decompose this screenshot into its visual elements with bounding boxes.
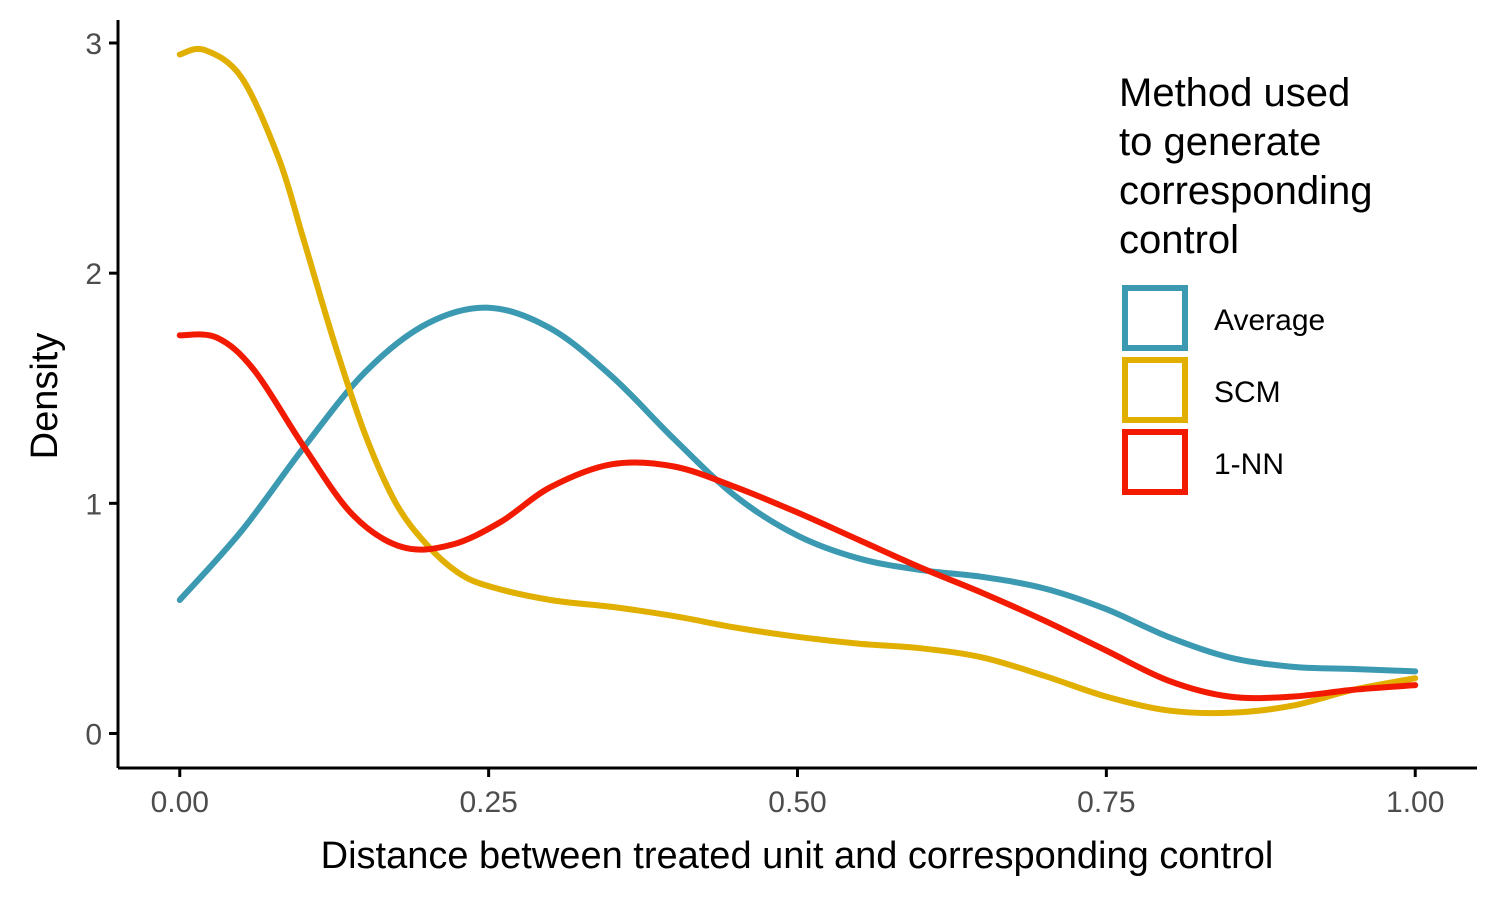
legend-key-average: [1122, 285, 1188, 351]
ticks-layer: 0.00 0.25 0.50 0.75 1.00 0 1 2 3: [85, 28, 1444, 819]
series-line-average: [176, 304, 1419, 675]
x-tick-label: 0.50: [768, 786, 826, 819]
legend-key-scm: [1122, 357, 1188, 423]
series-layer: [176, 45, 1419, 717]
series-line-1-nn: [176, 331, 1419, 702]
series-line-scm: [176, 45, 1419, 717]
x-tick-label: 0.75: [1077, 786, 1135, 819]
legend-entries: Average SCM 1-NN: [1122, 285, 1325, 495]
legend-key-1-nn: [1122, 429, 1188, 495]
legend-label-average: Average: [1214, 304, 1325, 337]
x-axis-title: Distance between treated unit and corres…: [321, 835, 1274, 877]
legend-entry-1-nn: 1-NN: [1122, 429, 1284, 495]
y-tick-label: 2: [85, 258, 102, 291]
y-tick-label: 3: [85, 28, 102, 61]
y-tick-label: 1: [85, 488, 102, 521]
legend-label-scm: SCM: [1214, 376, 1281, 409]
legend-entry-average: Average: [1122, 285, 1325, 351]
legend-label-1-nn: 1-NN: [1214, 448, 1284, 481]
legend-title-line-2: to generate: [1119, 120, 1321, 164]
x-tick-label: 1.00: [1386, 786, 1444, 819]
x-tick-label: 0.25: [459, 786, 517, 819]
y-tick-label: 0: [85, 718, 102, 751]
legend-title-line-4: control: [1119, 218, 1239, 262]
legend-title-line-1: Method used: [1119, 71, 1350, 115]
x-tick-label: 0.00: [151, 786, 209, 819]
legend: Method used to generate corresponding co…: [1119, 71, 1373, 495]
legend-title-line-3: corresponding: [1119, 169, 1373, 213]
y-axis-title: Density: [24, 333, 66, 460]
legend-entry-scm: SCM: [1122, 357, 1281, 423]
